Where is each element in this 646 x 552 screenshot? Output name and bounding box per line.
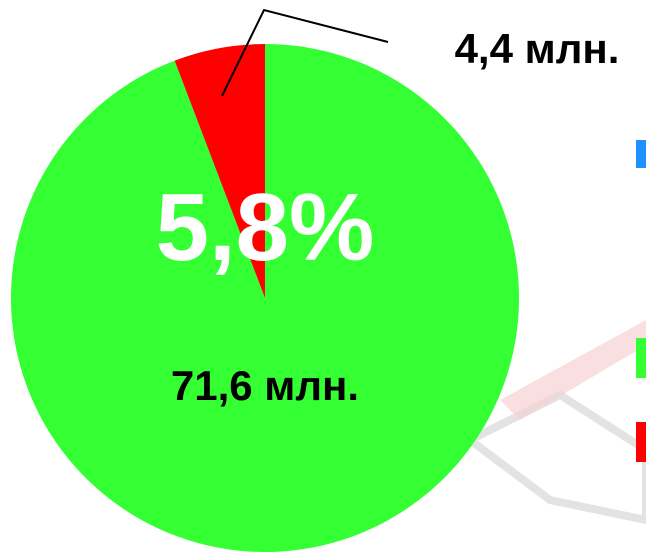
slice-label-green: 71,6 млн. — [171, 362, 359, 409]
pen-watermark-icon — [500, 320, 646, 420]
pie-slices — [10, 44, 520, 552]
checkbox-watermark-icon — [462, 390, 646, 525]
legend-swatch-green — [636, 338, 646, 378]
center-percentage-label: 5,8% — [156, 174, 375, 281]
background-watermark — [462, 320, 646, 525]
slice-leader-line — [221, 8, 389, 97]
legend-swatch-red — [636, 422, 646, 462]
pie-slice-red — [174, 44, 265, 298]
legend-swatch-blue — [636, 140, 646, 168]
slice-label-red: 4,4 млн. — [455, 25, 620, 72]
